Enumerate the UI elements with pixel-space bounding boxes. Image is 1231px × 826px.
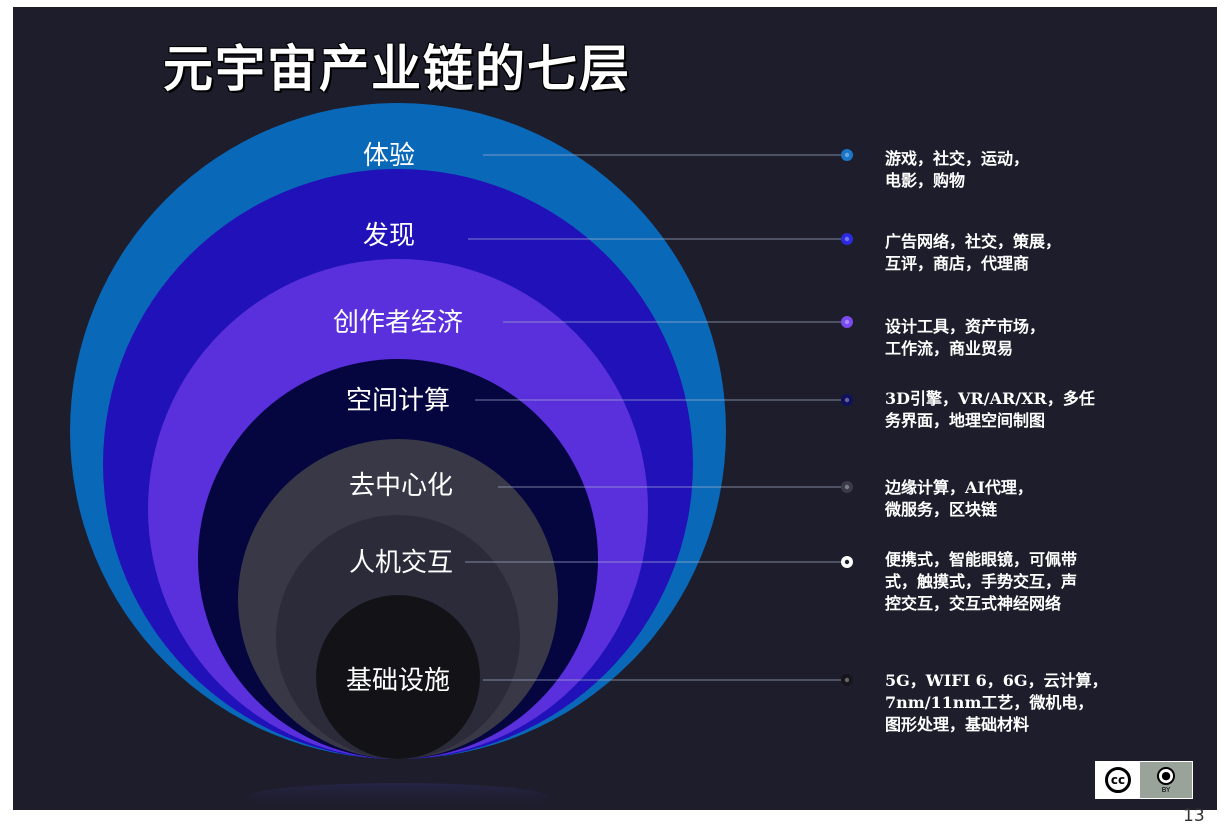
cc-icon: cc (1105, 767, 1131, 793)
connector-dot-experience (841, 149, 853, 161)
by-label: BY (1161, 785, 1171, 794)
layer-description-discovery: 广告网络，社交，策展， 互评，商店，代理商 (885, 232, 1062, 273)
connector-dot-discovery (841, 233, 853, 245)
connector-dot-center-decentralization (844, 484, 850, 490)
slide: 体验发现创作者经济空间计算去中心化人机交互基础设施 元宇宙产业链的七层 游戏，社… (13, 7, 1217, 810)
connector-dot-creator-economy (841, 316, 853, 328)
layer-description-infrastructure: 5G，WIFI 6，6G，云计算， 7nm/11nm工艺，微机电， 图形处理，基… (885, 671, 1108, 734)
layer-label-infrastructure: 基础设施 (346, 666, 450, 696)
cc-by-license-badge[interactable]: cc ● BY (1095, 761, 1193, 799)
layer-label-decentralization: 去中心化 (349, 471, 453, 501)
layer-label-discovery: 发现 (363, 221, 415, 251)
page-title: 元宇宙产业链的七层 (163, 40, 631, 98)
connector-dot-center-discovery (844, 236, 850, 242)
layer-label-hci: 人机交互 (349, 548, 453, 578)
connector-dot-decentralization (841, 481, 853, 493)
connector-dot-center-hci (844, 559, 850, 565)
connector-dot-center-experience (844, 152, 850, 158)
page-number: 13 (1183, 806, 1205, 826)
layer-description-hci: 便携式，智能眼镜，可佩带 式，触摸式，手势交互，声 控交互，交互式神经网络 (885, 550, 1078, 613)
layer-circle-infrastructure (316, 595, 480, 759)
by-person-icon: ● (1157, 766, 1175, 785)
floor-reflection (248, 783, 548, 810)
layer-label-creator-economy: 创作者经济 (333, 308, 463, 338)
layer-description-creator-economy: 设计工具，资产市场， 工作流，商业贸易 (885, 317, 1046, 358)
connector-dot-spatial-computing (841, 394, 853, 406)
layer-description-experience: 游戏，社交，运动， 电影，购物 (885, 149, 1030, 190)
layer-description-spatial-computing: 3D引擎，VR/AR/XR，多任 务界面，地理空间制图 (885, 389, 1095, 430)
connector-dot-center-infrastructure (844, 677, 850, 683)
layer-description-decentralization: 边缘计算，AI代理， 微服务，区块链 (885, 478, 1033, 519)
layer-label-spatial-computing: 空间计算 (346, 386, 450, 416)
connector-dot-center-spatial-computing (844, 397, 850, 403)
layer-label-experience: 体验 (363, 141, 415, 171)
connector-dot-center-creator-economy (844, 319, 850, 325)
connector-dot-infrastructure (841, 674, 853, 686)
